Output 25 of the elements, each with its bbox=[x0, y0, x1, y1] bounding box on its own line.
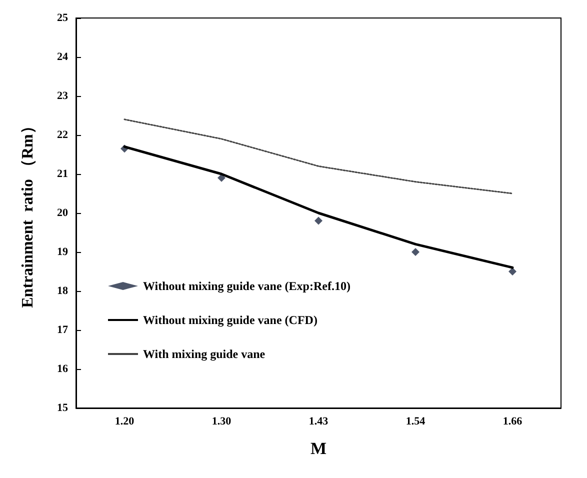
x-tick-label: 1.20 bbox=[114, 416, 135, 428]
legend-label: Without mixing guide vane (CFD) bbox=[143, 313, 318, 327]
y-tick-label: 19 bbox=[57, 246, 68, 258]
x-tick-label: 1.30 bbox=[212, 416, 232, 428]
y-axis-title: Entrainment ratio （Rm） bbox=[20, 118, 36, 308]
y-tick-label: 23 bbox=[57, 90, 68, 102]
y-tick-label: 22 bbox=[57, 129, 68, 141]
x-tick-label: 1.54 bbox=[406, 416, 426, 428]
y-tick-label: 21 bbox=[57, 168, 68, 180]
x-tick-label: 1.43 bbox=[308, 416, 329, 428]
y-tick-label: 25 bbox=[57, 12, 68, 24]
y-tick-label: 17 bbox=[57, 324, 68, 336]
y-tick-label: 20 bbox=[57, 207, 68, 219]
y-tick-label: 15 bbox=[57, 402, 68, 414]
y-tick-label: 18 bbox=[57, 285, 68, 297]
point bbox=[314, 216, 322, 225]
y-tick-label: 24 bbox=[57, 51, 68, 63]
legend-label: Without mixing guide vane (Exp:Ref.10) bbox=[143, 279, 350, 293]
point bbox=[412, 248, 420, 256]
x-axis-title: M bbox=[310, 439, 327, 458]
x-tick-label: 1.66 bbox=[502, 416, 523, 428]
y-tick-label: 16 bbox=[57, 363, 68, 375]
line-series bbox=[124, 118, 514, 194]
point bbox=[508, 268, 516, 276]
legend-label: With mixing guide vane bbox=[143, 347, 266, 361]
